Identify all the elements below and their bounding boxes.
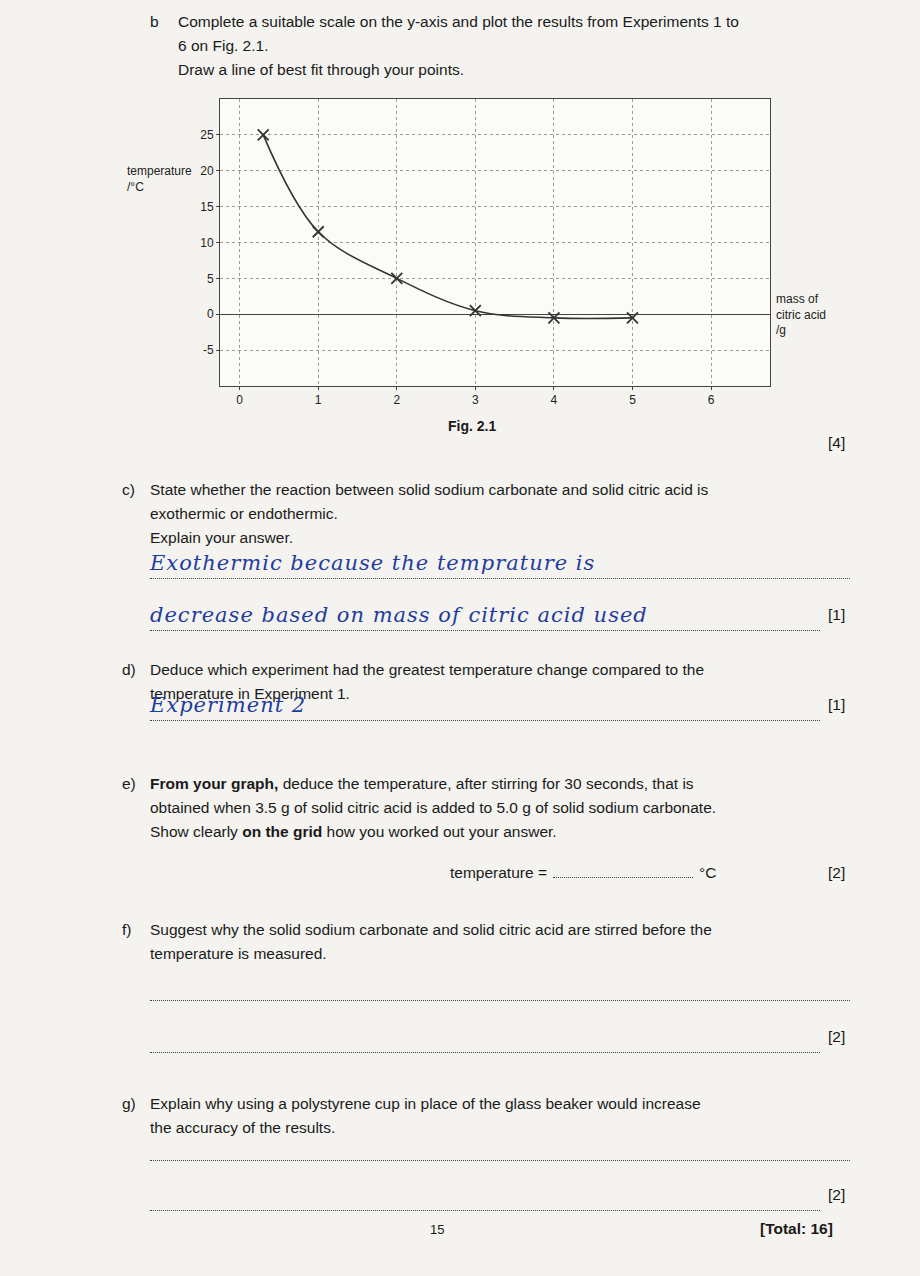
svg-text:5: 5 [629,393,636,407]
svg-text:0: 0 [207,307,214,321]
svg-text:6: 6 [708,393,715,407]
html-text:obtained when 3.5 g of solid c: obtained when 3.5 g of solid citric acid… [150,799,717,816]
svg-text:10: 10 [200,236,214,250]
html-text:6 on Fig. 2.1.: 6 on Fig. 2.1. [178,37,269,54]
html-text:g): g) [122,1095,136,1112]
html-text:Explain your answer.: Explain your answer. [150,529,293,546]
html-text:[2]: [2] [828,1028,846,1045]
svg-text:20: 20 [200,164,214,178]
html-text:Complete a suitable scale on t: Complete a suitable scale on the y-axis … [178,13,739,30]
html-text:exothermic or endothermic.: exothermic or endothermic. [150,505,338,522]
html-text:Deduce which experiment had th: Deduce which experiment had the greatest… [150,661,704,678]
html-text:the accuracy of the results.: the accuracy of the results. [150,1119,336,1136]
svg-text:3: 3 [472,393,479,407]
html-text:temperature is measured.: temperature is measured. [150,945,327,962]
html-text:temperature in Experiment 1.: temperature in Experiment 1. [150,685,350,702]
html-text:15: 15 [430,1222,445,1237]
html-text:b: b [150,13,159,30]
html-text:Show clearly on the grid how y: Show clearly on the grid how you worked … [150,823,557,840]
svg-text:mass ofcitric acid/g: mass ofcitric acid/g [776,292,826,337]
svg-text:0: 0 [236,393,243,407]
html-text:Experiment 2: Experiment 2 [150,693,307,717]
svg-text:25: 25 [200,128,214,142]
html-text:e): e) [122,775,136,792]
html-text:Fig. 2.1: Fig. 2.1 [448,418,497,434]
html-text:decrease based on mass of citr: decrease based on mass of citric acid us… [150,603,648,627]
html-text:d): d) [122,661,136,678]
html-text:c): c) [122,481,135,498]
html-text:[4]: [4] [828,434,846,451]
svg-text:-5: -5 [203,343,214,357]
svg-text:temperature/°C: temperature/°C [127,164,192,194]
html-text:Suggest why the solid sodium c: Suggest why the solid sodium carbonate a… [150,921,712,938]
html-text:°C: °C [698,864,717,881]
html-text:Explain why using a polystyren: Explain why using a polystyrene cup in p… [150,1095,701,1112]
html-text:temperature =: temperature = [450,864,547,881]
svg-text:4: 4 [551,393,558,407]
html-text:[1]: [1] [828,606,846,623]
html-text:[2]: [2] [828,864,846,881]
svg-text:1: 1 [315,393,322,407]
html-text:State whether the reaction bet: State whether the reaction between solid… [150,481,709,498]
html-text:Exothermic because the temprat: Exothermic because the temprature is [150,551,596,575]
svg-text:15: 15 [200,200,214,214]
html-text:[2]: [2] [828,1186,846,1203]
html-text:[Total: 16]: [Total: 16] [760,1220,833,1237]
html-text:From your graph, deduce the te: From your graph, deduce the temperature,… [150,775,694,792]
svg-text:2: 2 [393,393,400,407]
html-text:Draw a line of best fit throug: Draw a line of best fit through your poi… [178,61,464,78]
html-text:[1]: [1] [828,696,846,713]
html-text:f): f) [122,921,132,938]
svg-text:5: 5 [207,272,214,286]
